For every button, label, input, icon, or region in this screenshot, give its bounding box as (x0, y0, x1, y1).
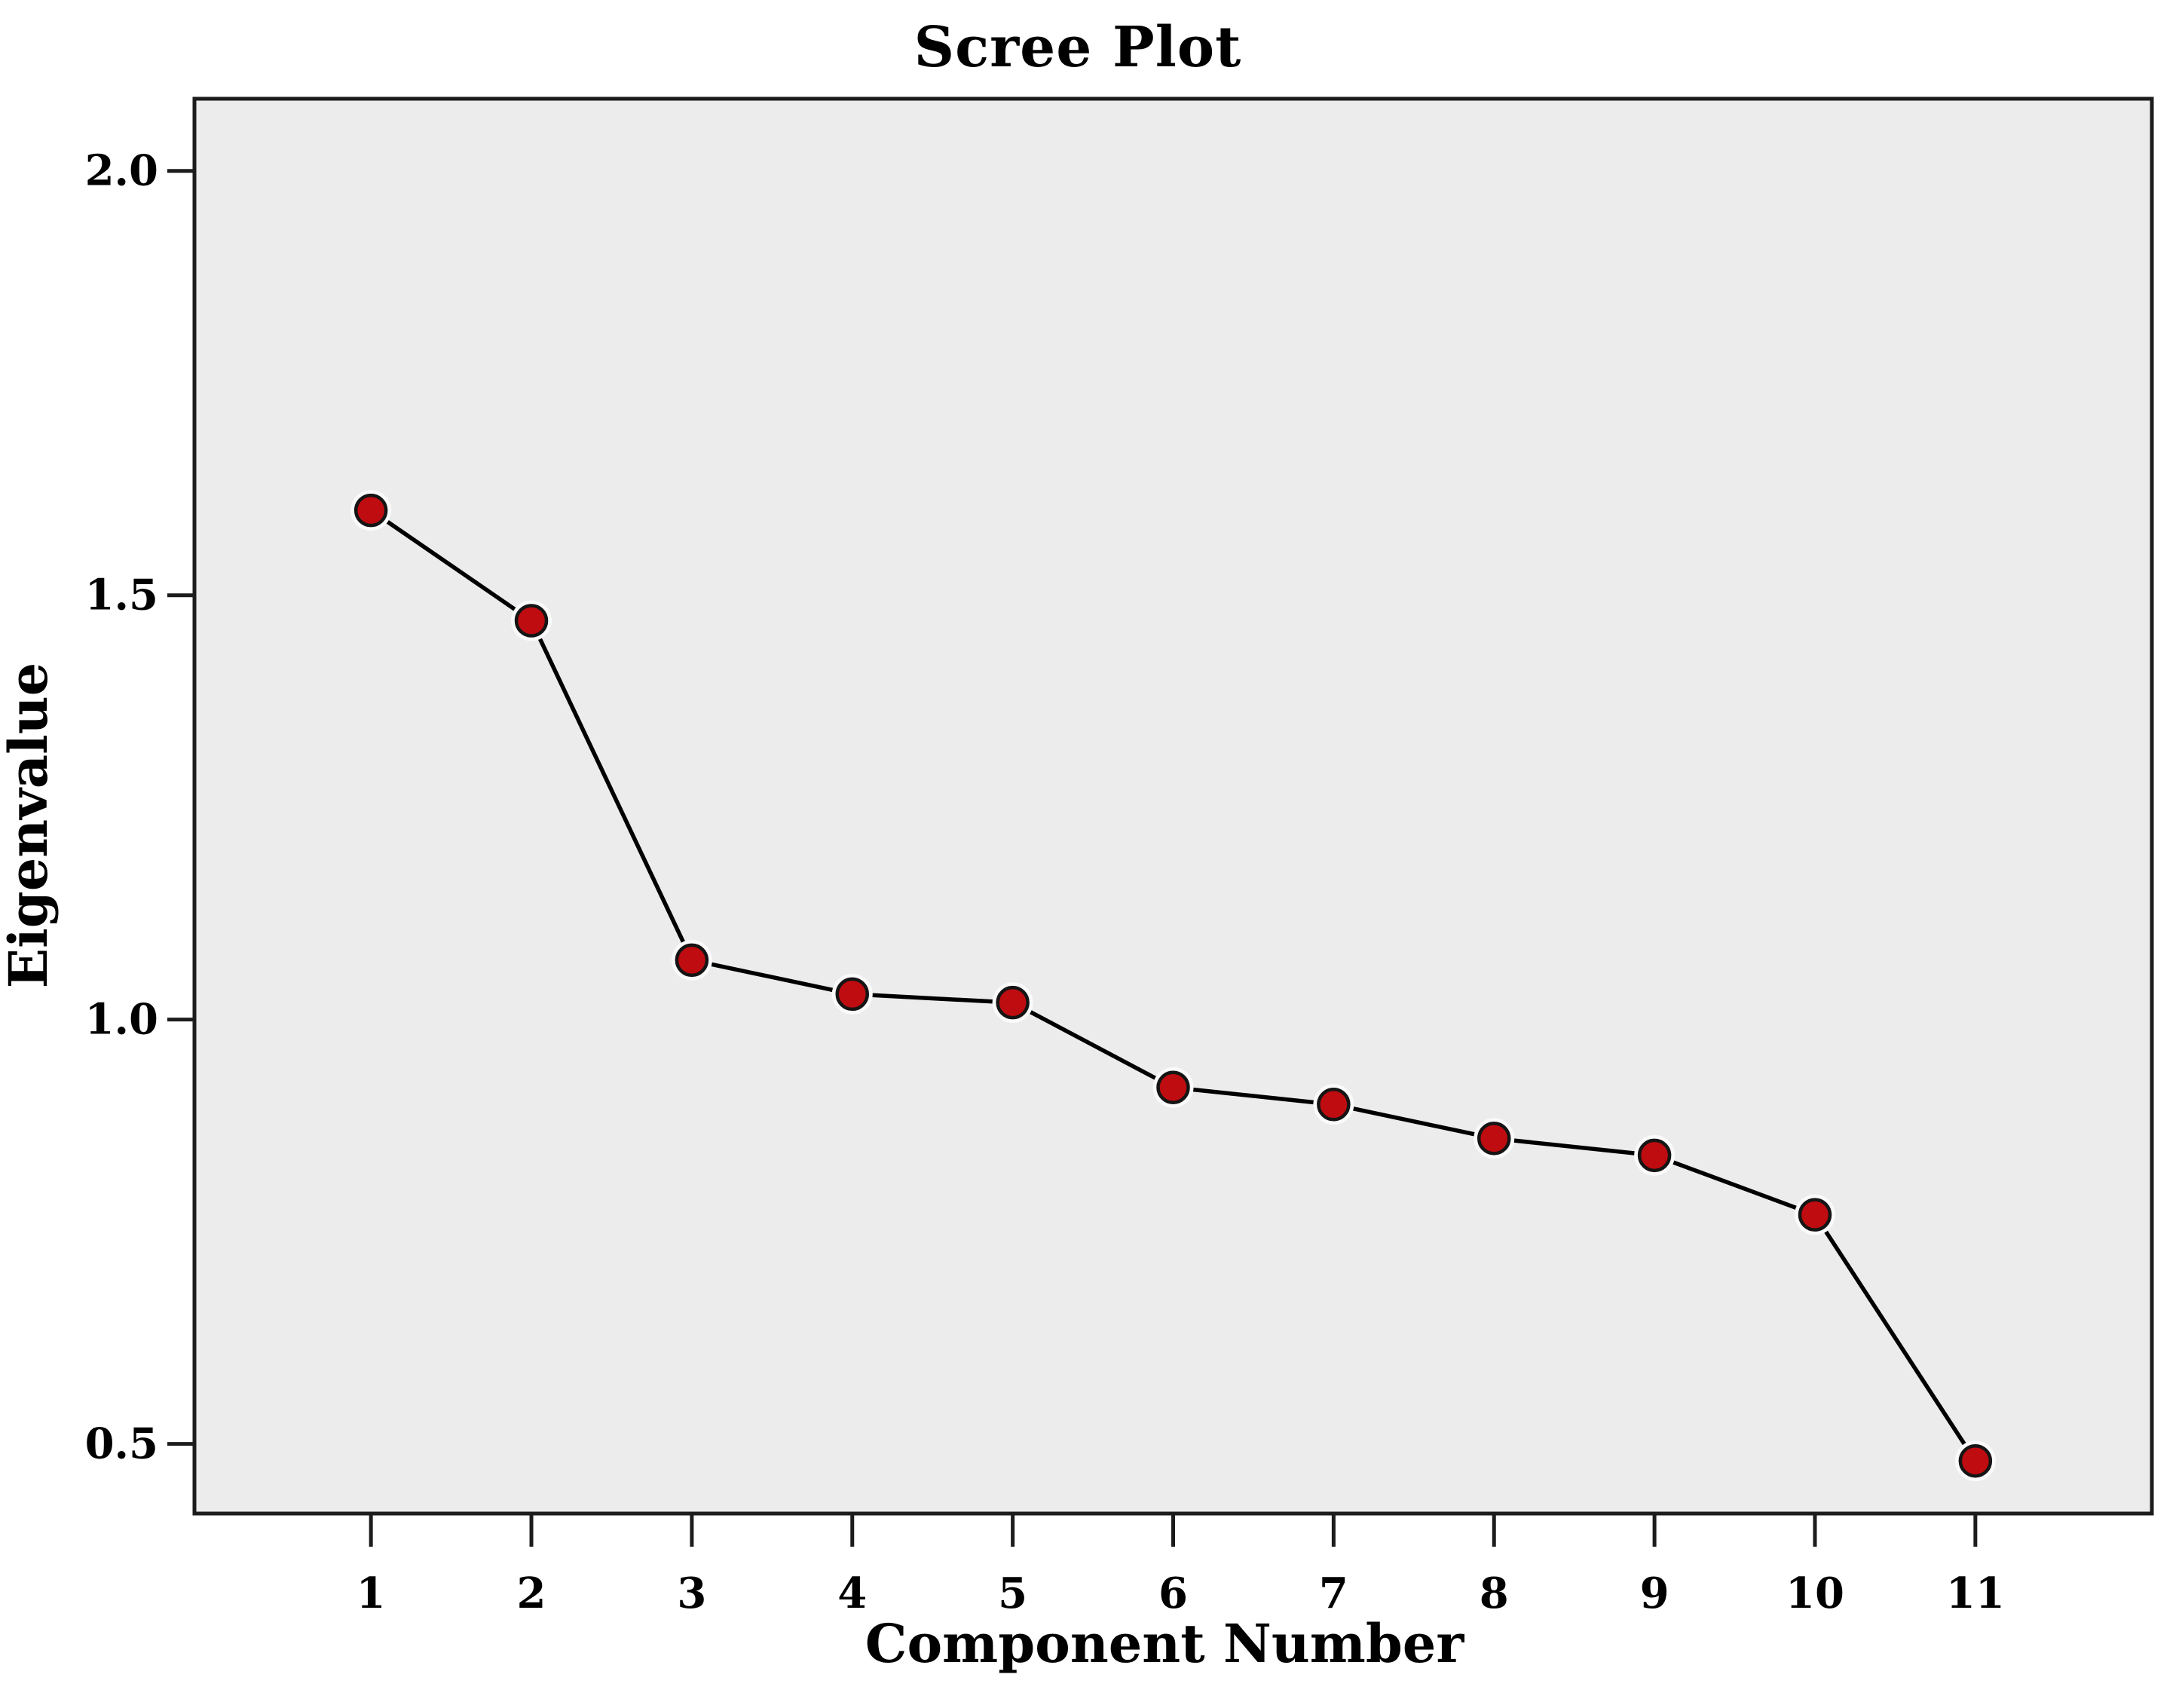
x-tick-label: 7 (1319, 1569, 1348, 1618)
data-point-marker (675, 943, 709, 978)
data-point-marker (835, 977, 870, 1012)
y-tick-label: 0.5 (85, 1419, 158, 1469)
x-tick-label: 6 (1158, 1569, 1188, 1618)
y-tick-label: 2.0 (85, 146, 158, 196)
data-point-marker (353, 493, 388, 528)
data-point-marker (1958, 1443, 1993, 1478)
y-tick-label: 1.0 (85, 995, 158, 1045)
x-tick-label: 2 (517, 1569, 546, 1618)
data-point-marker (1798, 1198, 1832, 1232)
x-tick-label: 10 (1786, 1569, 1844, 1618)
y-axis-title: Eigenvalue (0, 663, 60, 988)
x-tick-label: 5 (998, 1569, 1027, 1618)
plot-area: 0.5 1.0 1.5 2.0 1 2 3 4 5 6 7 8 9 10 11 (85, 96, 2154, 1618)
x-tick-label: 3 (677, 1569, 706, 1618)
x-axis-title: Component Number (865, 1612, 1465, 1675)
y-tick-label: 1.5 (85, 571, 158, 620)
data-point-marker (1637, 1138, 1672, 1173)
data-point-marker (1156, 1070, 1190, 1105)
x-tick-label: 8 (1480, 1569, 1509, 1618)
data-point-marker (1317, 1088, 1351, 1122)
x-tick-label: 11 (1946, 1569, 2005, 1618)
data-point-marker (514, 604, 549, 638)
x-tick-label: 1 (357, 1569, 386, 1618)
plot-panel (192, 96, 2154, 1516)
x-tick-label: 9 (1640, 1569, 1669, 1618)
x-tick-label: 4 (837, 1569, 867, 1618)
data-point-marker (996, 985, 1030, 1020)
data-point-marker (1477, 1122, 1511, 1156)
chart-title: Scree Plot (914, 15, 1242, 80)
